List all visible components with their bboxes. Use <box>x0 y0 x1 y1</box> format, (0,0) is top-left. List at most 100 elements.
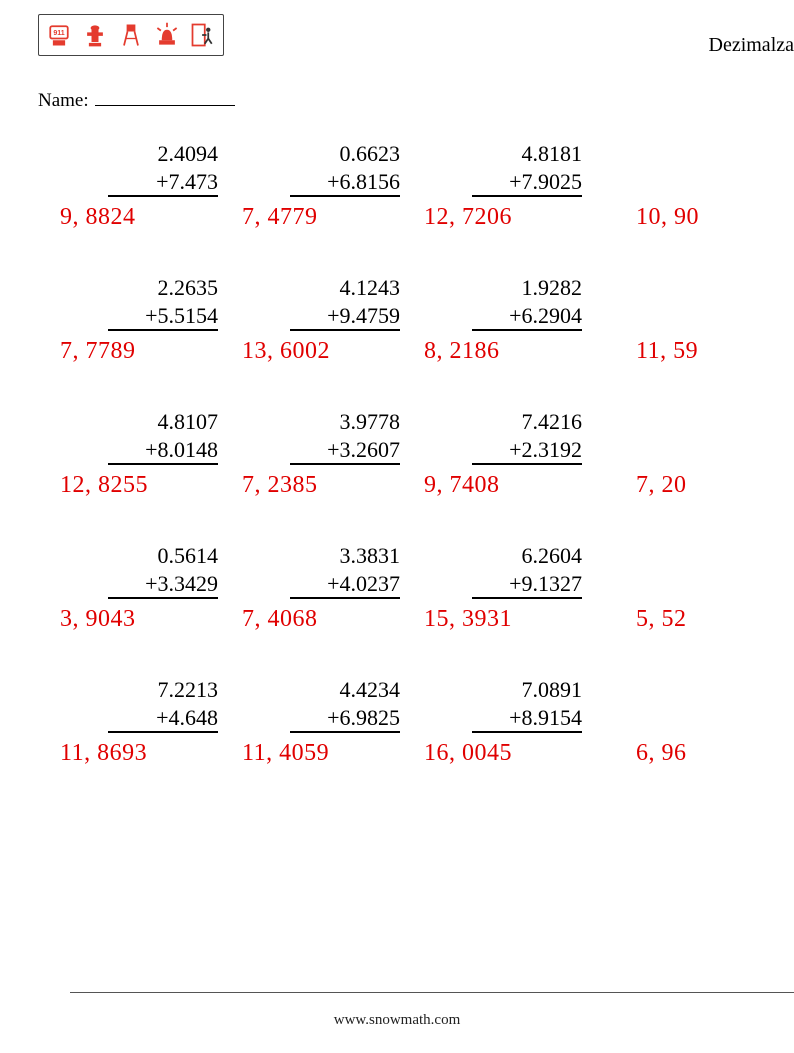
problem-stack: 0.6623+6.8156 <box>290 140 400 197</box>
answer: 10, 90 <box>636 204 699 231</box>
problem-stack: 3.9778+3.2607 <box>290 408 400 465</box>
icon-box: 911 <box>38 14 224 56</box>
problem-cell: 0.6623+6.8156 7, 4779 <box>242 140 424 250</box>
footer-url: www.snowmath.com <box>0 1012 794 1029</box>
problem-cell: 3.9778+3.2607 7, 2385 <box>242 408 424 518</box>
operand-top: 4.1243 <box>290 274 400 302</box>
operand-top: 7.0891 <box>472 676 582 704</box>
svg-text:911: 911 <box>53 30 64 37</box>
name-field: Name: <box>38 90 235 112</box>
operand-bottom: +6.2904 <box>472 302 582 332</box>
problem-stack: 4.8107+8.0148 <box>108 408 218 465</box>
answer: 13, 6002 <box>242 338 330 365</box>
problem-stack: 1.9282+6.2904 <box>472 274 582 331</box>
operand-bottom: +7.473 <box>108 168 218 198</box>
answer: 7, 7789 <box>60 338 136 365</box>
problem-stack: 2.4094+7.473 <box>108 140 218 197</box>
page-title: Dezimalza <box>709 34 794 57</box>
answer: 11, 4059 <box>242 740 329 767</box>
operand-bottom: +6.9825 <box>290 704 400 734</box>
answer: 8, 2186 <box>424 338 500 365</box>
operand-top: 4.4234 <box>290 676 400 704</box>
problem-cell: 7.4216+2.3192 9, 7408 <box>424 408 606 518</box>
problem-cell: 6, 96 <box>606 676 788 786</box>
problem-cell: 5, 52 <box>606 542 788 652</box>
operand-top: 3.9778 <box>290 408 400 436</box>
header: 911 Dezimalza <box>38 14 794 56</box>
answer: 15, 3931 <box>424 606 512 633</box>
problem-stack: 2.2635+5.5154 <box>108 274 218 331</box>
problem-cell: 4.1243+9.4759 13, 6002 <box>242 274 424 384</box>
problem-stack: 0.5614+3.3429 <box>108 542 218 599</box>
answer: 3, 9043 <box>60 606 136 633</box>
operand-top: 2.2635 <box>108 274 218 302</box>
operand-bottom: +6.8156 <box>290 168 400 198</box>
answer: 16, 0045 <box>424 740 512 767</box>
problem-cell: 3.3831+4.0237 7, 4068 <box>242 542 424 652</box>
operand-bottom: +7.9025 <box>472 168 582 198</box>
problem-cell: 2.2635+5.5154 7, 7789 <box>60 274 242 384</box>
problem-stack: 3.3831+4.0237 <box>290 542 400 599</box>
problem-grid: 2.4094+7.473 9, 8824 0.6623+6.8156 7, 4779 4… <box>60 140 794 810</box>
answer: 11, 59 <box>636 338 698 365</box>
operand-bottom: +9.4759 <box>290 302 400 332</box>
problem-cell: 0.5614+3.3429 3, 9043 <box>60 542 242 652</box>
operand-top: 2.4094 <box>108 140 218 168</box>
problem-stack: 4.8181+7.9025 <box>472 140 582 197</box>
problem-cell: 7, 20 <box>606 408 788 518</box>
problem-cell: 7.2213+4.648 11, 8693 <box>60 676 242 786</box>
answer: 7, 4779 <box>242 204 318 231</box>
problem-stack: 4.1243+9.4759 <box>290 274 400 331</box>
operand-bottom: +8.0148 <box>108 436 218 466</box>
problem-stack: 7.0891+8.9154 <box>472 676 582 733</box>
problem-cell: 4.8181+7.9025 12, 7206 <box>424 140 606 250</box>
problem-stack: 4.4234+6.9825 <box>290 676 400 733</box>
problem-stack: 7.4216+2.3192 <box>472 408 582 465</box>
operand-bottom: +3.2607 <box>290 436 400 466</box>
problem-stack: 6.2604+9.1327 <box>472 542 582 599</box>
operand-bottom: +3.3429 <box>108 570 218 600</box>
problem-cell: 4.4234+6.9825 11, 4059 <box>242 676 424 786</box>
operand-bottom: +5.5154 <box>108 302 218 332</box>
operand-top: 7.4216 <box>472 408 582 436</box>
watchtower-icon <box>117 21 145 49</box>
operand-top: 3.3831 <box>290 542 400 570</box>
emergency-exit-icon <box>189 21 217 49</box>
answer: 9, 7408 <box>424 472 500 499</box>
problem-cell: 11, 59 <box>606 274 788 384</box>
answer: 12, 7206 <box>424 204 512 231</box>
operand-top: 4.8181 <box>472 140 582 168</box>
alarm-light-icon <box>153 21 181 49</box>
answer: 11, 8693 <box>60 740 147 767</box>
answer: 7, 4068 <box>242 606 318 633</box>
operand-top: 6.2604 <box>472 542 582 570</box>
problem-cell: 2.4094+7.473 9, 8824 <box>60 140 242 250</box>
name-blank[interactable] <box>95 105 235 106</box>
problem-cell: 4.8107+8.0148 12, 8255 <box>60 408 242 518</box>
operand-bottom: +4.0237 <box>290 570 400 600</box>
problem-stack: 7.2213+4.648 <box>108 676 218 733</box>
answer: 6, 96 <box>636 740 687 767</box>
operand-bottom: +2.3192 <box>472 436 582 466</box>
answer: 5, 52 <box>636 606 687 633</box>
answer: 9, 8824 <box>60 204 136 231</box>
operand-bottom: +9.1327 <box>472 570 582 600</box>
name-label: Name: <box>38 90 89 111</box>
operand-bottom: +4.648 <box>108 704 218 734</box>
operand-top: 4.8107 <box>108 408 218 436</box>
answer: 7, 20 <box>636 472 687 499</box>
problem-cell: 6.2604+9.1327 15, 3931 <box>424 542 606 652</box>
footer-divider <box>70 992 794 993</box>
operand-top: 7.2213 <box>108 676 218 704</box>
problem-cell: 1.9282+6.2904 8, 2186 <box>424 274 606 384</box>
answer: 7, 2385 <box>242 472 318 499</box>
operand-top: 1.9282 <box>472 274 582 302</box>
operand-top: 0.6623 <box>290 140 400 168</box>
fire-hydrant-icon <box>81 21 109 49</box>
problem-cell: 7.0891+8.9154 16, 0045 <box>424 676 606 786</box>
problem-cell: 10, 90 <box>606 140 788 250</box>
call-911-icon: 911 <box>45 21 73 49</box>
operand-top: 0.5614 <box>108 542 218 570</box>
operand-bottom: +8.9154 <box>472 704 582 734</box>
answer: 12, 8255 <box>60 472 148 499</box>
